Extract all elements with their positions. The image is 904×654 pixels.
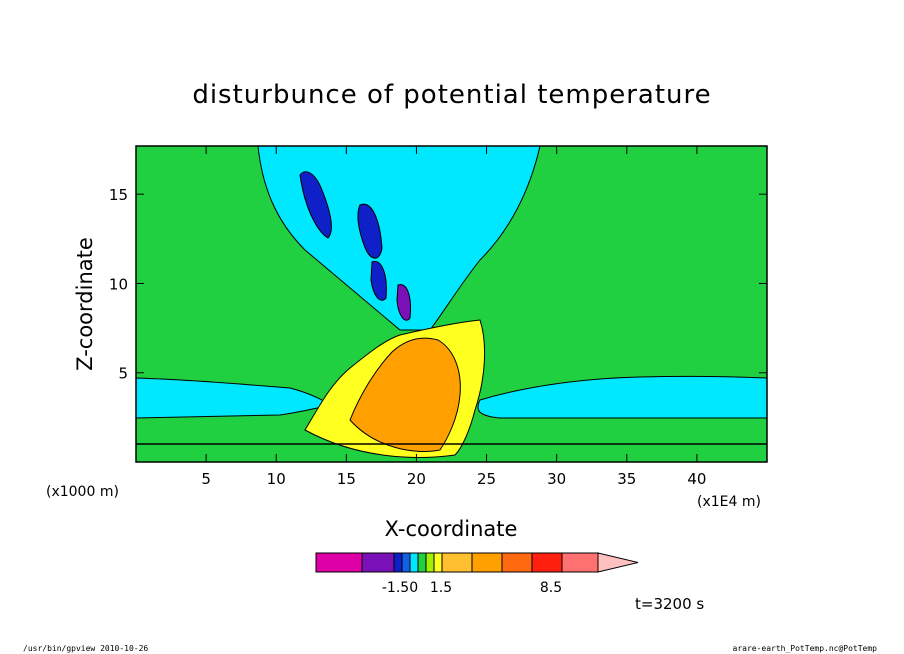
colorbar-swatch — [501, 552, 533, 573]
colorbar-swatch — [561, 552, 599, 573]
x-tick-label: 40 — [687, 470, 706, 488]
chart-title: disturbunce of potential temperature — [192, 80, 711, 110]
x-tick-label: 5 — [201, 470, 211, 488]
x-tick-label: 10 — [267, 470, 286, 488]
colorbar-swatch — [401, 552, 411, 573]
colorbar-swatch — [417, 552, 427, 573]
colorbar-swatch — [441, 552, 473, 573]
colorbar-arrow — [597, 552, 639, 573]
plot-area — [136, 146, 767, 462]
purple-cell — [396, 284, 411, 321]
colorbar-swatch — [433, 552, 443, 573]
colorbar-swatch — [393, 552, 403, 573]
colorbar-swatch — [531, 552, 563, 573]
colorbar-label: 1.5 — [430, 580, 452, 596]
colorbar-swatch — [315, 552, 363, 573]
x-tick-label: 35 — [617, 470, 636, 488]
y-tick-label: 10 — [109, 275, 128, 293]
colorbar-swatch — [409, 552, 419, 573]
x-tick-label: 20 — [407, 470, 426, 488]
colorbar-label: -1.50 — [382, 580, 418, 596]
footer-left: /usr/bin/gpview 2010-10-26 — [23, 644, 148, 653]
x-axis-title: X-coordinate — [385, 517, 518, 541]
plot-frame — [135, 145, 768, 463]
orange-core — [349, 337, 461, 452]
blue-cell — [370, 260, 387, 301]
colorbar-swatch — [471, 552, 503, 573]
cyan-band-right — [477, 375, 767, 419]
y-tick-label: 5 — [118, 365, 128, 383]
colorbar — [315, 552, 639, 573]
x-tick-label: 30 — [547, 470, 566, 488]
x-tick-label: 25 — [477, 470, 496, 488]
x-tick-label: 15 — [337, 470, 356, 488]
time-label: t=3200 s — [635, 595, 704, 613]
y-axis: 5 10 15 — [109, 186, 767, 383]
colorbar-swatch — [425, 552, 435, 573]
x-scale-label: (x1E4 m) — [697, 494, 761, 510]
colorbar-swatch — [361, 552, 395, 573]
blue-cell — [357, 203, 383, 259]
y-tick-label: 15 — [109, 186, 128, 204]
x-axis: 5 10 15 20 25 30 35 40 — [201, 146, 706, 488]
y-axis-title: Z-coordinate — [73, 237, 97, 371]
y-scale-label: (x1000 m) — [46, 484, 119, 500]
cyan-plume — [257, 146, 541, 331]
colorbar-label: 8.5 — [540, 580, 562, 596]
cyan-band — [136, 377, 332, 419]
footer-right: arare-earth_PotTemp.nc@PotTemp — [733, 644, 878, 653]
blue-cell — [299, 171, 332, 239]
